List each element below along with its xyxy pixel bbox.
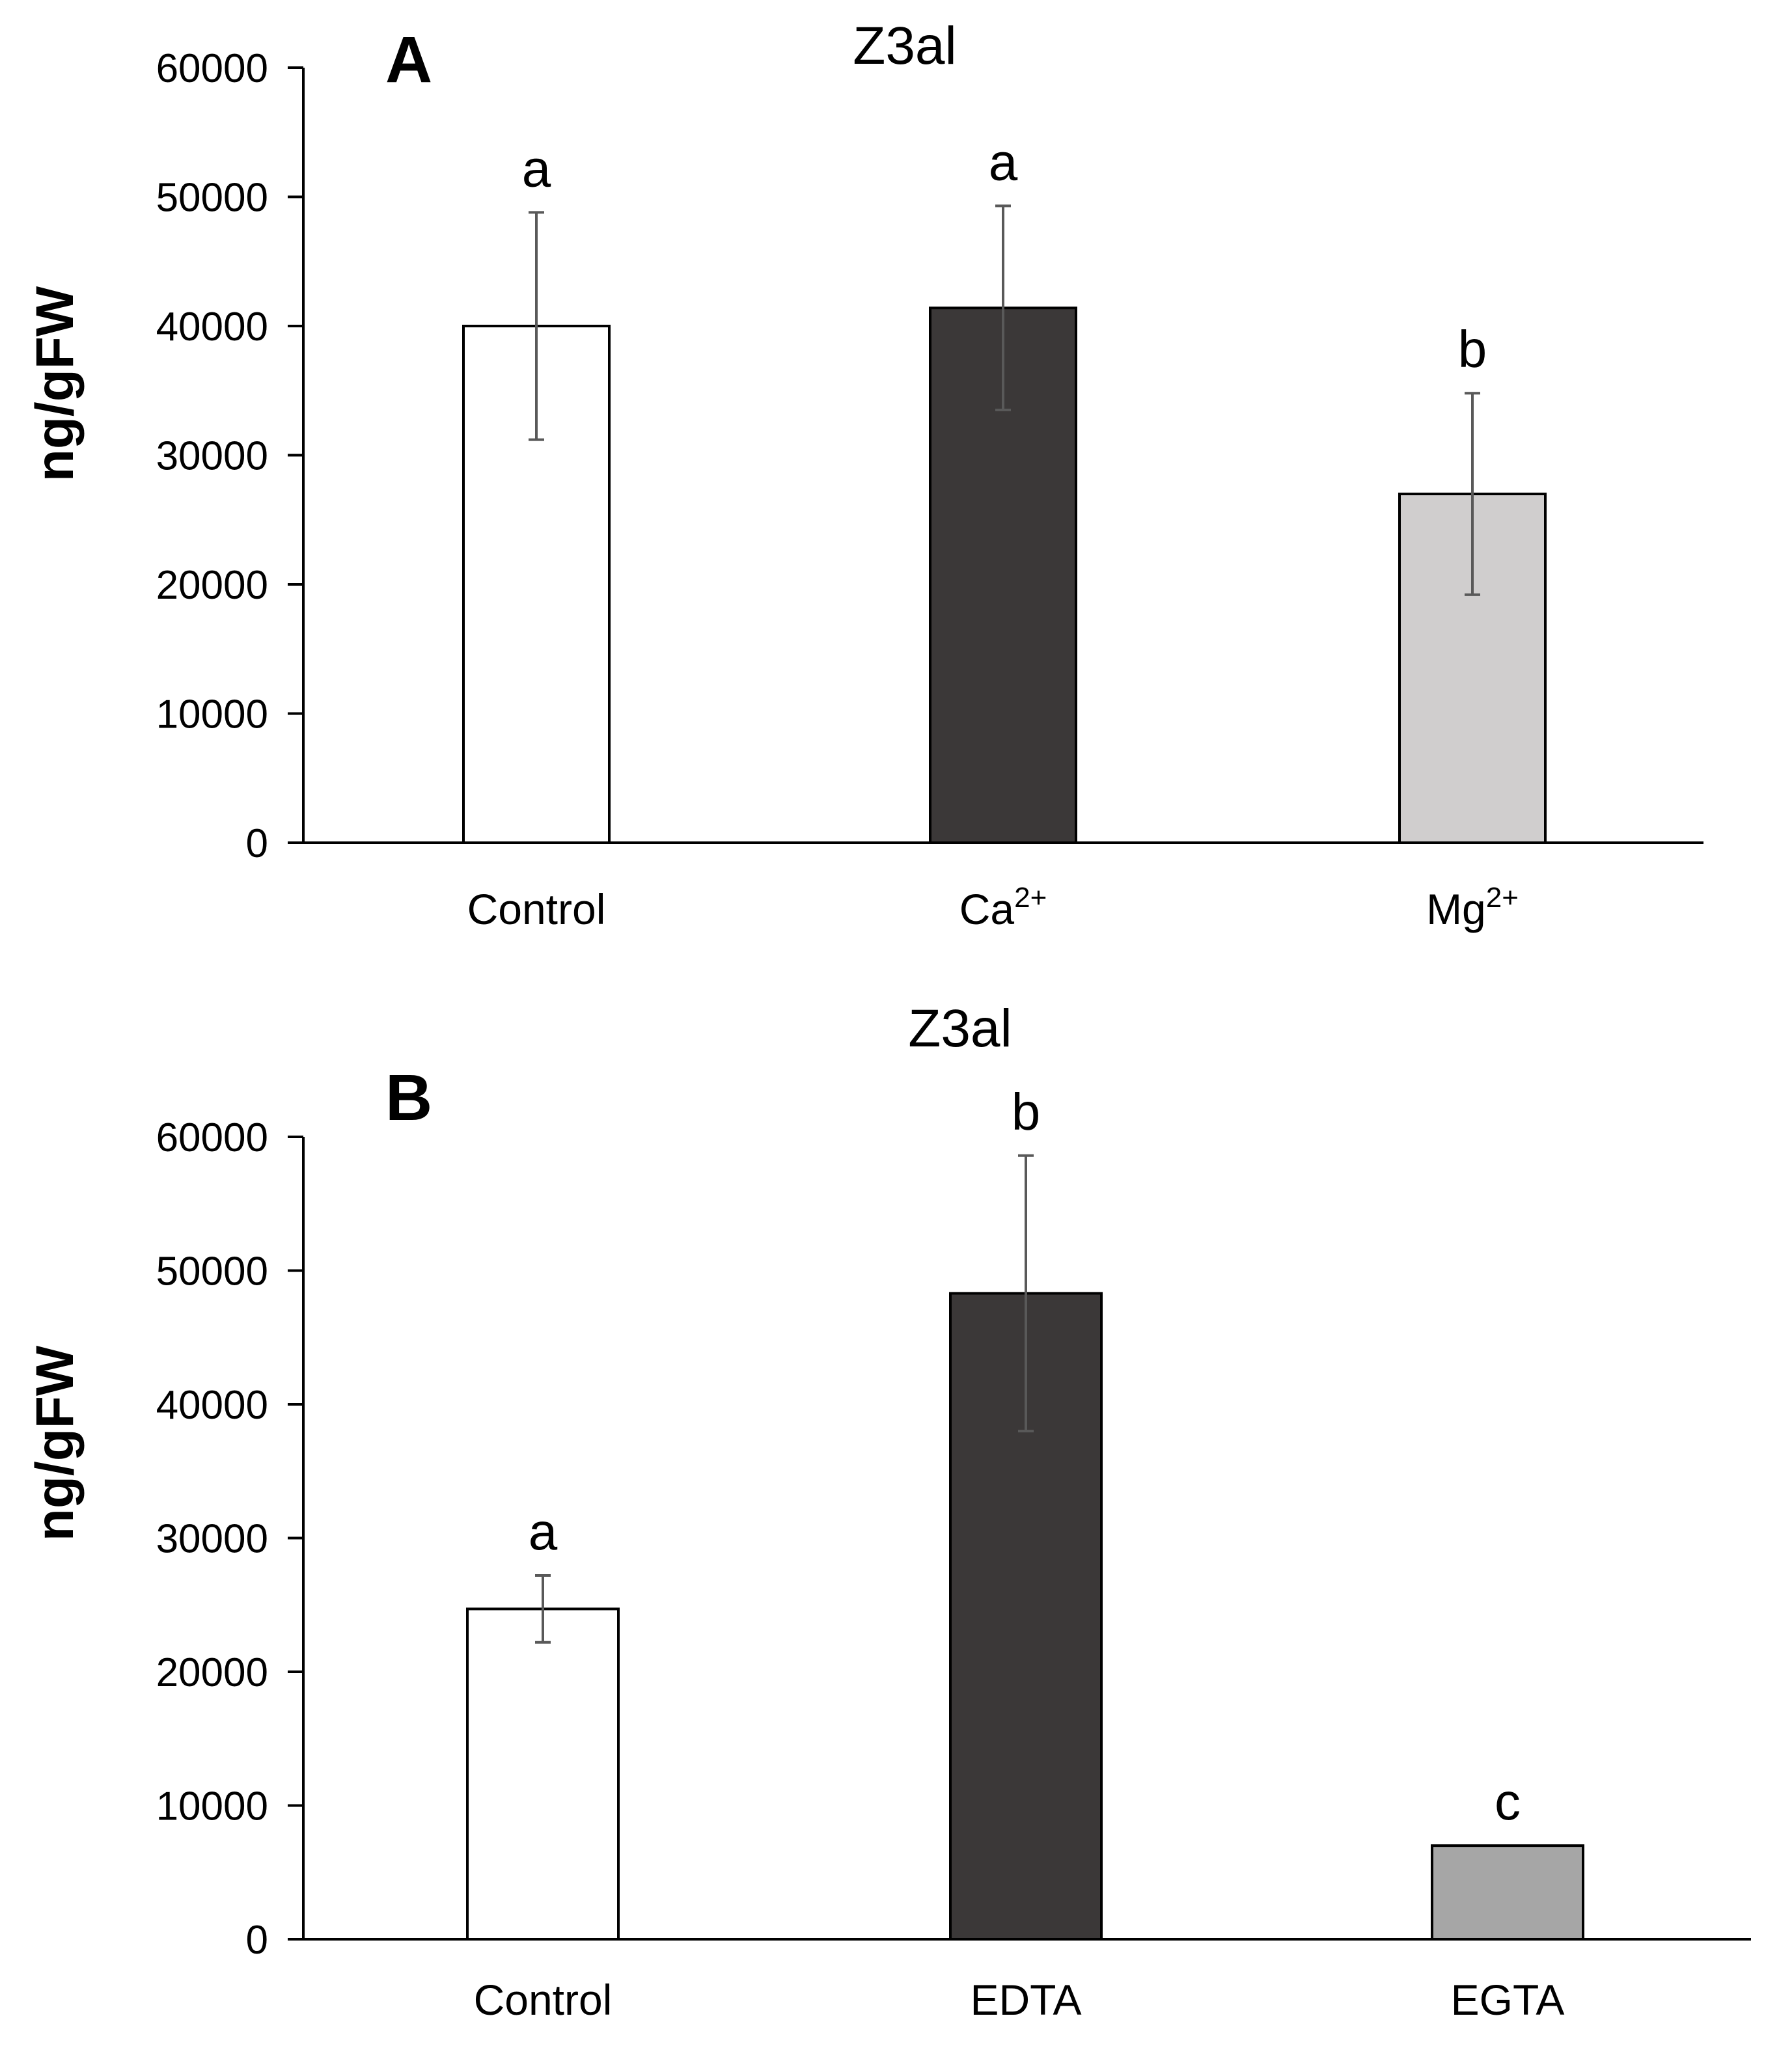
y-axis-label: ng/gFW [25,1345,85,1541]
bar [1431,1844,1584,1941]
significance-label: a [522,139,551,197]
y-tick-label: 10000 [156,1784,268,1829]
y-axis-label: ng/gFW [25,286,85,482]
x-tick-label: Mg2+ [1426,882,1519,933]
significance-label: a [529,1503,558,1561]
y-tick-label: 40000 [156,305,268,349]
y-tick-label: 50000 [156,1249,268,1294]
x-tick-label: Ca2+ [959,882,1047,933]
significance-label: c [1495,1773,1521,1831]
chart-title: Z3al [908,999,1012,1058]
panel-letter: A [385,23,432,96]
x-tick-label: Control [467,885,606,933]
x-tick-label: Control [474,1976,613,2024]
y-tick-label: 30000 [156,1517,268,1562]
y-tick-label: 0 [246,1918,268,1963]
bar [466,1607,620,1941]
panel-letter: B [385,1061,432,1134]
y-tick-label: 60000 [156,46,268,91]
significance-label: b [1012,1083,1041,1141]
y-tick-label: 10000 [156,692,268,737]
x-tick-label: EGTA [1451,1976,1565,2024]
y-tick-label: 30000 [156,434,268,479]
y-tick-label: 20000 [156,1650,268,1695]
chart-title: Z3al [853,16,957,75]
y-tick-label: 60000 [156,1115,268,1160]
y-tick-label: 20000 [156,563,268,608]
y-tick-label: 40000 [156,1383,268,1428]
x-tick-label: EDTA [970,1976,1081,2024]
panel-a: A Z3al ng/gFW 0 10000 20000 30000 40000 50000… [25,16,1703,933]
significance-label: a [989,133,1018,191]
significance-label: b [1458,320,1487,378]
panel-b: B Z3al ng/gFW 0 10000 20000 30000 40000 50000… [25,999,1751,2024]
y-tick-label: 50000 [156,176,268,221]
y-tick-label: 0 [246,821,268,866]
